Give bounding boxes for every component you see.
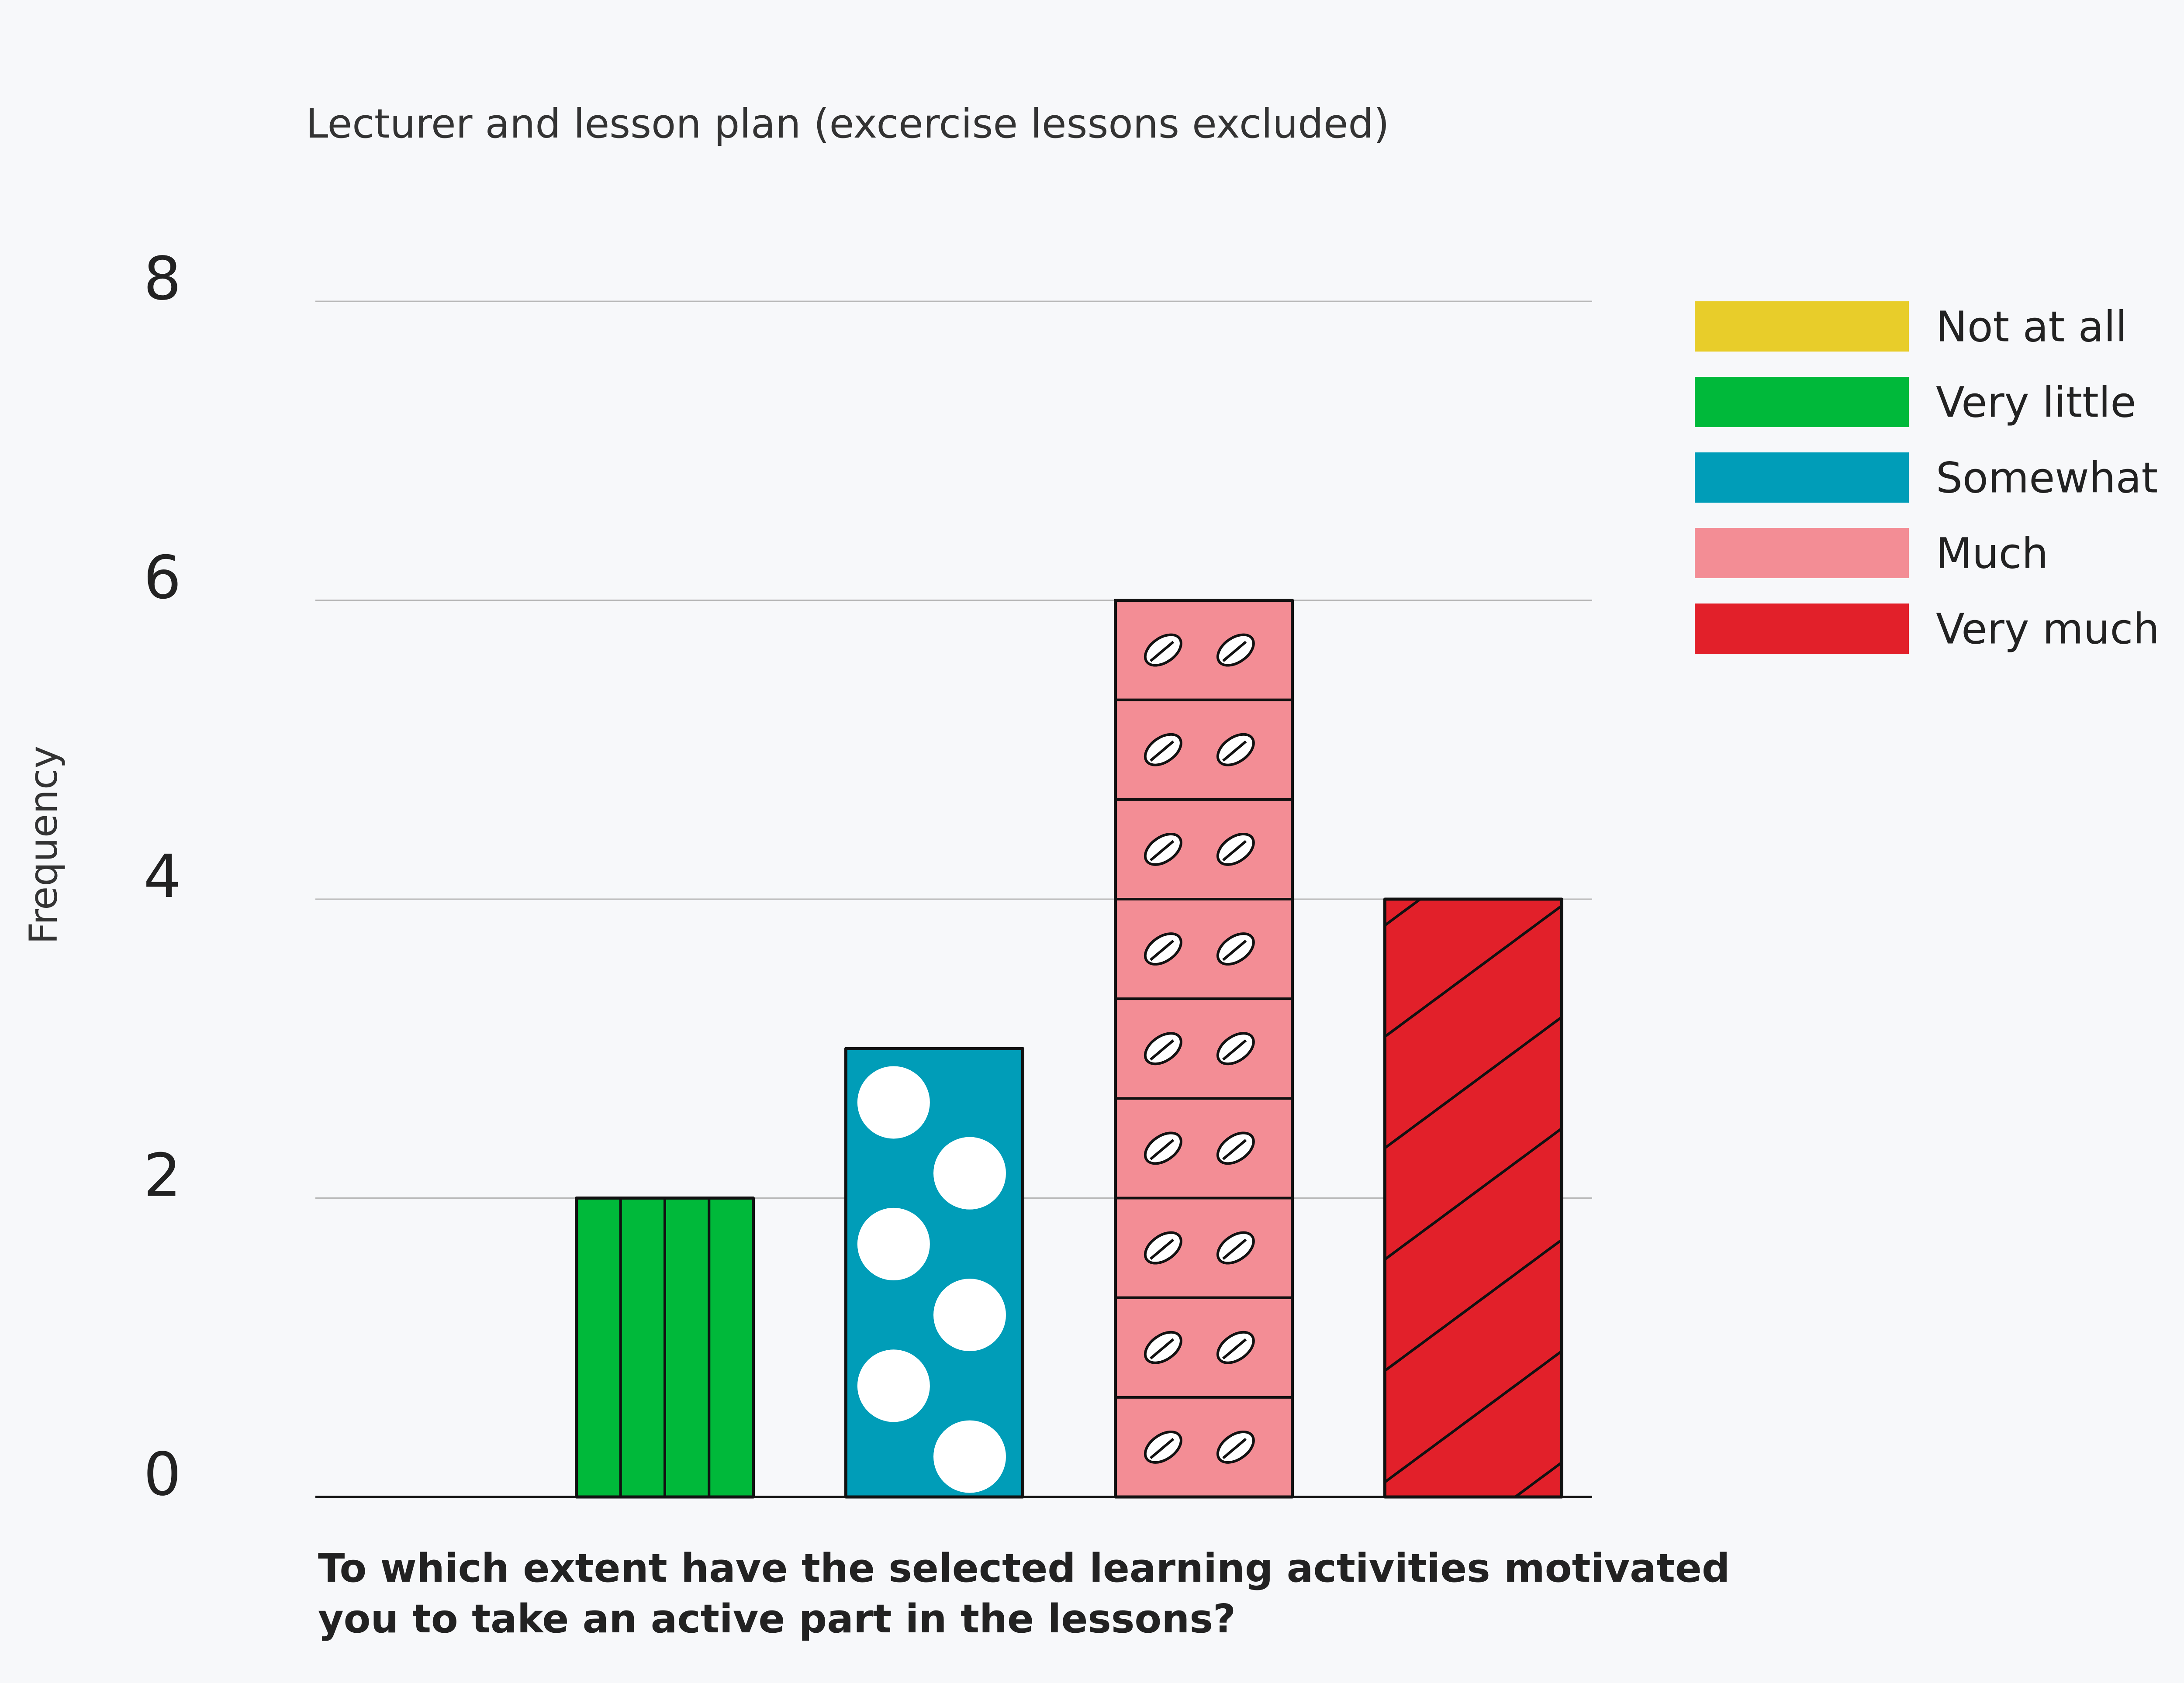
- y-tick-label: 6: [143, 544, 181, 613]
- legend-item: Much: [1695, 528, 2048, 578]
- bar-hatch: [1513, 1461, 1562, 1497]
- bar-much: [1114, 599, 1294, 1499]
- y-axis-label: Frequency: [21, 746, 66, 945]
- legend-item: Not at all: [1695, 301, 2127, 352]
- y-tick-label: 4: [143, 842, 181, 911]
- bar-hatch: [1385, 904, 1562, 1038]
- leaf-icon: [1216, 1032, 1255, 1066]
- bar-dot: [933, 1279, 1006, 1352]
- bar-dot: [857, 1349, 930, 1422]
- leaf-icon: [1216, 1131, 1255, 1165]
- bar-somewhat: [844, 1047, 1024, 1499]
- legend-swatch: [1695, 528, 1909, 578]
- leaf-icon: [1144, 932, 1182, 966]
- legend: Not at all Very little Somewhat Much Very mu…: [1695, 301, 2160, 654]
- legend-label: Much: [1936, 529, 2048, 578]
- bar-hatch: [1385, 1238, 1562, 1372]
- bar-very-much: [1383, 897, 1563, 1499]
- leaf-icon: [1144, 633, 1182, 667]
- y-tick-label: 0: [143, 1440, 181, 1509]
- legend-swatch: [1695, 377, 1909, 427]
- y-tick-label: 8: [143, 245, 181, 314]
- bar-hatch: [1385, 1350, 1562, 1483]
- leaf-icon: [1144, 832, 1182, 866]
- bar-hatch-group: [1385, 899, 1562, 1497]
- x-axis-label-line-1: To which extent have the selected learni…: [318, 1545, 1730, 1591]
- leaf-icon: [1144, 1331, 1182, 1364]
- bar-dot: [857, 1066, 930, 1139]
- x-axis-label-line-2: you to take an active part in the lesson…: [318, 1596, 1236, 1642]
- bar-dot: [857, 1207, 930, 1280]
- legend-item: Somewhat: [1695, 452, 2158, 503]
- legend-swatch: [1695, 301, 1909, 352]
- legend-item: Very much: [1695, 604, 2160, 654]
- bar-fill: [1385, 899, 1562, 1497]
- legend-label: Somewhat: [1936, 454, 2158, 503]
- legend-label: Not at all: [1936, 303, 2127, 352]
- leaf-icon: [1144, 733, 1182, 766]
- leaf-icon: [1216, 733, 1255, 766]
- bar-hatch: [1385, 1127, 1562, 1261]
- chart-title: Lecturer and lesson plan (excercise less…: [306, 100, 1389, 147]
- bar-hatch: [1385, 899, 1423, 927]
- bar-dot: [933, 1137, 1006, 1210]
- bar-fill: [1115, 600, 1292, 1497]
- leaf-icon: [1144, 1430, 1182, 1464]
- y-tick-labels: 0 2 4 6 8: [143, 245, 181, 1509]
- leaf-icon: [1216, 1231, 1255, 1265]
- legend-swatch: [1695, 604, 1909, 654]
- leaf-icon: [1144, 1231, 1182, 1265]
- legend-label: Very much: [1936, 605, 2160, 654]
- bar-very-little: [575, 1197, 755, 1499]
- legend-item: Very little: [1695, 377, 2136, 427]
- leaf-icon: [1216, 932, 1255, 966]
- bars: [575, 599, 1563, 1499]
- leaf-icon: [1216, 1430, 1255, 1464]
- y-tick-label: 2: [143, 1142, 181, 1211]
- bar-hatch: [1385, 1016, 1562, 1149]
- bar-dot: [933, 1420, 1006, 1493]
- leaf-icon: [1144, 1032, 1182, 1066]
- leaf-icon: [1216, 1331, 1255, 1364]
- leaf-icon: [1216, 832, 1255, 866]
- leaf-icon: [1144, 1131, 1182, 1165]
- legend-swatch: [1695, 452, 1909, 503]
- legend-label: Very little: [1936, 378, 2136, 427]
- leaf-icon: [1216, 633, 1255, 667]
